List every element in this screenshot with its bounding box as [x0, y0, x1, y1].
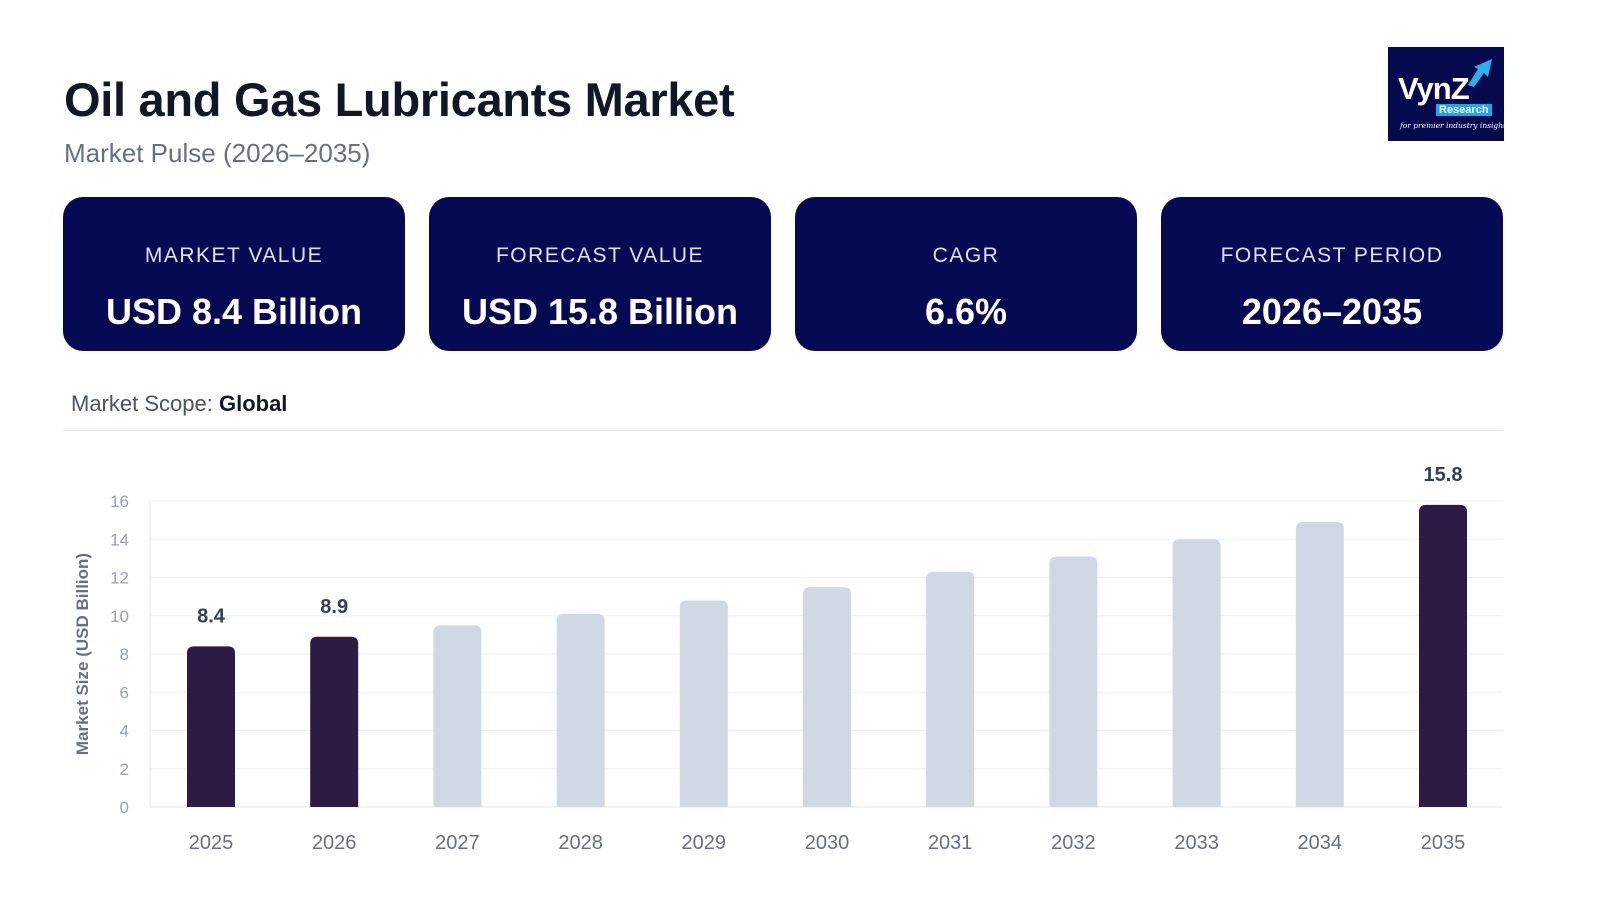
- x-tick-label: 2033: [1174, 832, 1219, 854]
- logo-brand: VynZ: [1398, 71, 1470, 106]
- x-tick-label: 2031: [928, 832, 973, 854]
- data-label-2026: 8.9: [320, 596, 348, 618]
- y-tick-label: 8: [120, 645, 129, 664]
- arrow-up-right-icon: [1468, 59, 1492, 87]
- x-tick-label: 2034: [1298, 832, 1343, 854]
- card-market-value: MARKET VALUE USD 8.4 Billion: [63, 197, 405, 351]
- y-tick-label: 10: [110, 607, 129, 626]
- bar-2035: [1419, 504, 1467, 807]
- market-scope-value: Global: [218, 391, 288, 416]
- market-scope: Market Scope: Global: [71, 391, 287, 417]
- logo-tagline: for premier industry insights: [1400, 121, 1504, 130]
- bar-2028: [556, 613, 605, 807]
- x-tick-label: 2027: [435, 832, 480, 854]
- bar-2025: [187, 646, 235, 807]
- card-label: MARKET VALUE: [144, 244, 324, 267]
- bar-2029: [679, 600, 728, 807]
- x-tick-label: 2032: [1051, 832, 1096, 854]
- bar-2033: [1172, 539, 1221, 807]
- bar-2026: [310, 636, 359, 807]
- data-label-2025: 8.4: [197, 605, 226, 627]
- y-tick-label: 0: [120, 798, 129, 817]
- y-tick-label: 14: [110, 530, 129, 549]
- y-tick-label: 4: [120, 722, 129, 741]
- bar-2034: [1295, 522, 1344, 807]
- y-tick-label: 2: [120, 760, 129, 779]
- logo-research: Research: [1436, 104, 1492, 116]
- card-label: FORECAST PERIOD: [1220, 244, 1444, 267]
- x-tick-label: 2028: [558, 832, 603, 854]
- y-tick-label: 16: [110, 492, 129, 511]
- market-size-bar-chart: 0 2 4 6 8 10 12 14 16 Market Size (USD Billion) 8.…: [73, 464, 1503, 854]
- bar-2030: [803, 587, 851, 807]
- x-tick-label: 2029: [682, 832, 727, 854]
- vynz-research-logo: VynZ Research for premier industry insig…: [1388, 47, 1504, 141]
- bar-2027: [433, 625, 482, 807]
- y-tick-label: 6: [120, 683, 129, 702]
- data-label-2035: 15.8: [1424, 464, 1463, 486]
- card-forecast-period: FORECAST PERIOD 2026–2035: [1161, 197, 1503, 351]
- card-label: FORECAST VALUE: [495, 244, 705, 267]
- bar-2032: [1049, 556, 1098, 807]
- card-label: CAGR: [932, 244, 1000, 267]
- card-cagr: CAGR 6.6%: [795, 197, 1137, 351]
- y-axis-label: Market Size (USD Billion): [73, 553, 92, 755]
- card-value: 2026–2035: [1241, 291, 1423, 332]
- card-value: USD 15.8 Billion: [461, 291, 739, 332]
- x-tick-label: 2035: [1421, 832, 1466, 854]
- x-tick-label: 2030: [805, 832, 850, 854]
- page-title: Oil and Gas Lubricants Market: [64, 73, 735, 126]
- bar-2031: [926, 571, 975, 807]
- page-subtitle: Market Pulse (2026–2035): [64, 138, 371, 168]
- card-forecast-value: FORECAST VALUE USD 15.8 Billion: [429, 197, 771, 351]
- x-tick-label: 2025: [189, 832, 234, 854]
- card-value: USD 8.4 Billion: [105, 291, 363, 332]
- y-tick-label: 12: [110, 569, 129, 588]
- x-tick-label: 2026: [312, 832, 357, 854]
- market-scope-label: Market Scope:: [71, 391, 213, 416]
- divider: [63, 430, 1503, 431]
- card-value: 6.6%: [924, 291, 1008, 332]
